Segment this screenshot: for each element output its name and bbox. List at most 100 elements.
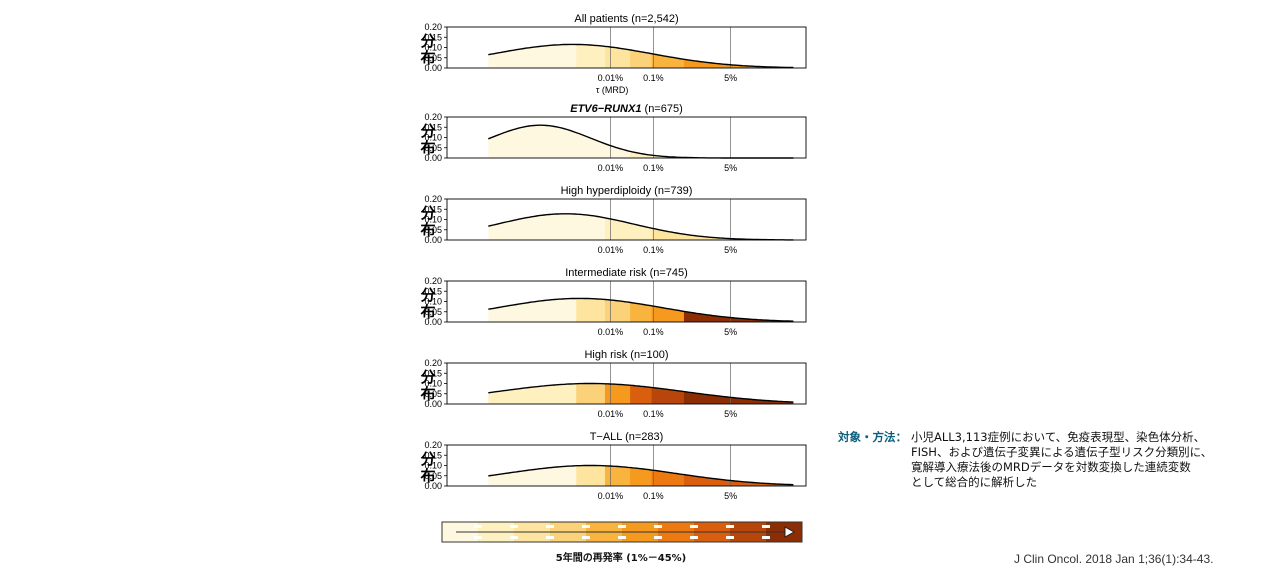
legend-dash [510, 525, 518, 528]
panel-title-text: All patients (n=2,542) [574, 13, 678, 25]
panel-title-gene: ETV6−RUNX1 [570, 103, 641, 115]
x-tick-label: 0.1% [643, 245, 664, 255]
risk-band [763, 281, 807, 322]
x-tick-label: 0.1% [643, 491, 664, 501]
y-tick-label: 0.20 [424, 22, 442, 32]
risk-band [727, 27, 763, 68]
risk-band [684, 199, 728, 240]
x-tick-label: 5% [724, 491, 737, 501]
legend-dash [474, 536, 482, 539]
legend-dash [690, 536, 698, 539]
legend-dash [582, 536, 590, 539]
x-tick-label: 0.01% [598, 163, 624, 173]
x-tick-label: 0.01% [598, 327, 624, 337]
y-axis-label: 分 [420, 286, 435, 304]
y-tick-label: 0.20 [424, 112, 442, 122]
x-tick-label: 0.01% [598, 245, 624, 255]
legend-dash [510, 536, 518, 539]
panel: T−ALL (n=283)0.200.150.100.050.00分布0.01%… [420, 431, 806, 501]
y-axis-label: 布 [420, 385, 435, 403]
panel: ETV6−RUNX1 (n=675) 0.200.150.100.050.00 分布… [420, 103, 806, 173]
legend-dash [618, 536, 626, 539]
risk-band [652, 281, 685, 322]
risk-bands [447, 27, 807, 68]
risk-band [630, 363, 652, 404]
risk-band [605, 117, 631, 158]
risk-band [763, 199, 807, 240]
risk-band [630, 199, 652, 240]
legend-dash [726, 536, 734, 539]
panel-title-text: High hyperdiploidy (n=739) [561, 185, 693, 197]
risk-band [763, 27, 807, 68]
methods-line: FISH、および遺伝子変異による遺伝子型リスク分類別に、 [911, 445, 1231, 460]
legend-dash [690, 525, 698, 528]
legend-dash [474, 525, 482, 528]
methods-text: 小児ALL3,113症例において、免疫表現型、染色体分析、 FISH、および遺伝… [911, 430, 1231, 490]
risk-bands [447, 445, 807, 486]
risk-band [605, 199, 631, 240]
y-tick-label: 0.20 [424, 194, 442, 204]
x-tick-label: 5% [724, 163, 737, 173]
panel-title-text: (n=675) [641, 103, 682, 115]
risk-band [684, 117, 728, 158]
risk-band [684, 363, 728, 404]
legend-dash [762, 525, 770, 528]
legend-dash [654, 525, 662, 528]
legend-dash [546, 536, 554, 539]
x-tick-label: 0.1% [643, 409, 664, 419]
risk-band [727, 199, 763, 240]
risk-band [630, 27, 652, 68]
risk-bands [447, 199, 807, 240]
risk-band [727, 117, 763, 158]
panel-title: High risk (n=100) [584, 349, 668, 361]
y-axis-label: 分 [420, 368, 435, 386]
legend-caption: 5年間の再発率 (1%－45%) [441, 549, 801, 564]
y-tick-label: 0.20 [424, 358, 442, 368]
relapse-color-legend [442, 522, 803, 542]
x-tick-label: 5% [724, 327, 737, 337]
x-axis-label: τ (MRD) [596, 85, 629, 95]
x-tick-label: 5% [724, 73, 737, 83]
y-axis-label: 布 [420, 49, 435, 67]
methods-line: 寛解導入療法後のMRDデータを対数変換した連続変数 [911, 460, 1231, 475]
methods-line: 小児ALL3,113症例において、免疫表現型、染色体分析、 [911, 430, 1231, 445]
y-axis-label: 分 [420, 204, 435, 222]
risk-band [447, 445, 577, 486]
y-tick-label: 0.20 [424, 276, 442, 286]
panel: High hyperdiploidy (n=739)0.200.150.100.… [420, 185, 806, 255]
legend-dash [726, 525, 734, 528]
panel-title: ETV6−RUNX1 (n=675) [570, 103, 683, 115]
risk-band [652, 27, 685, 68]
y-axis-label: 分 [420, 122, 435, 140]
y-axis-label: 分 [420, 32, 435, 50]
legend-dash [654, 536, 662, 539]
panel: Intermediate risk (n=745)0.200.150.100.0… [420, 267, 806, 337]
risk-band [727, 281, 763, 322]
risk-band [727, 445, 763, 486]
risk-band [447, 27, 577, 68]
y-axis-label: 布 [420, 221, 435, 239]
panel-title-text: T−ALL (n=283) [590, 431, 664, 443]
x-tick-label: 0.1% [643, 73, 664, 83]
y-axis-label: 布 [420, 467, 435, 485]
risk-band [652, 445, 685, 486]
panel: High risk (n=100) 0.200.150.100.050.00 分布 0… [420, 349, 806, 419]
legend-dash [582, 525, 590, 528]
risk-band [576, 27, 605, 68]
methods-label: 対象・方法： [838, 430, 907, 445]
x-tick-label: 0.01% [598, 491, 624, 501]
risk-band [763, 363, 807, 404]
panel-title-text: Intermediate risk (n=745) [565, 267, 688, 279]
risk-band [652, 363, 685, 404]
risk-band [763, 445, 807, 486]
x-tick-label: 5% [724, 245, 737, 255]
legend-dash [546, 525, 554, 528]
risk-band [630, 445, 652, 486]
panel: All patients (n=2,542)0.200.150.100.050.… [420, 13, 806, 95]
risk-band [447, 281, 577, 322]
panel-title: High hyperdiploidy (n=739) [561, 185, 693, 197]
x-tick-label: 5% [724, 409, 737, 419]
x-tick-label: 0.01% [598, 73, 624, 83]
citation: J Clin Oncol. 2018 Jan 1;36(1):34-43. [1014, 552, 1213, 566]
panel-title: All patients (n=2,542) [574, 13, 678, 25]
